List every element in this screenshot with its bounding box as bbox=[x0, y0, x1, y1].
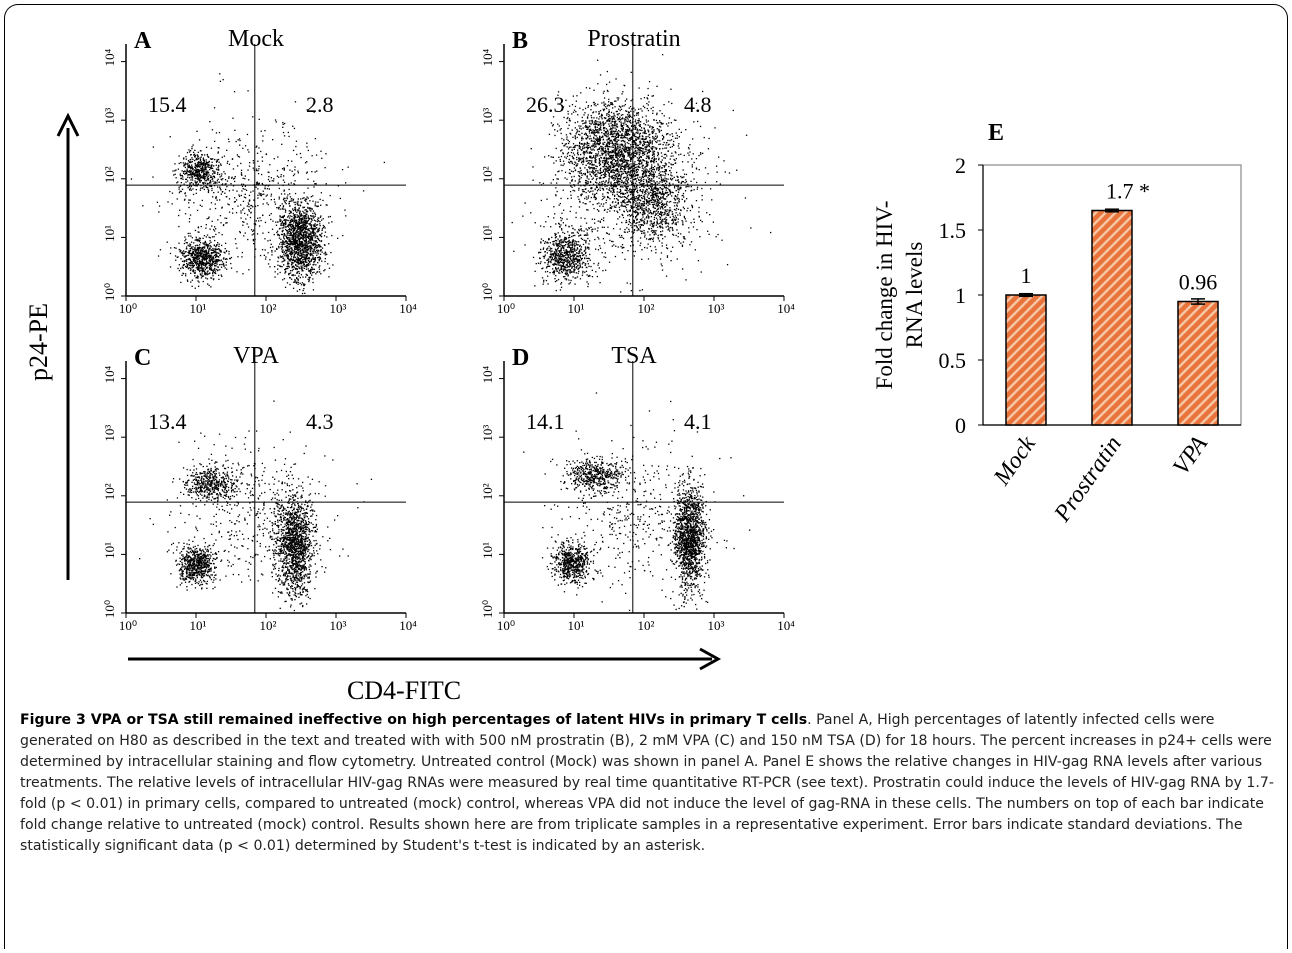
bar-data-label: 1 bbox=[1021, 263, 1032, 288]
x-axis-label: CD4-FITC bbox=[347, 676, 461, 700]
y-tick-label: 10⁰ bbox=[102, 283, 117, 301]
bar-data-label: 1.7 * bbox=[1106, 179, 1150, 204]
bar-y-tick-label: 1.5 bbox=[939, 218, 967, 243]
panel-title: Prostratin bbox=[587, 26, 680, 52]
x-tick-label: 10⁰ bbox=[497, 301, 515, 316]
y-tick-label: 10³ bbox=[480, 108, 495, 125]
upper-left-percent: 14.1 bbox=[526, 409, 565, 434]
x-tick-label: 10³ bbox=[708, 301, 725, 316]
upper-left-percent: 15.4 bbox=[148, 92, 187, 117]
x-tick-label: 10² bbox=[638, 301, 655, 316]
flow-panel-a: 10⁰ 10¹ 10² 10³ 10⁴ 10⁰ 10¹ 10² 10³ 10⁴ A Mock 15.4 2… bbox=[102, 26, 417, 316]
x-tick-label: 10⁴ bbox=[399, 301, 417, 316]
y-tick-label: 10⁴ bbox=[102, 365, 117, 383]
upper-right-percent: 4.8 bbox=[684, 92, 712, 117]
y-tick-label: 10² bbox=[102, 483, 117, 500]
figure-caption: Figure 3 VPA or TSA still remained ineff… bbox=[20, 710, 1280, 857]
panel-letter: D bbox=[512, 345, 529, 371]
x-tick-label: 10² bbox=[638, 618, 655, 633]
bar-y-axis-label: Fold change in HIV- bbox=[872, 201, 897, 390]
x-tick-label: 10³ bbox=[330, 301, 347, 316]
x-tick-label: 10¹ bbox=[190, 301, 207, 316]
x-tick-label: 10⁰ bbox=[119, 618, 137, 633]
caption-title: Figure 3 VPA or TSA still remained ineff… bbox=[20, 712, 808, 728]
flow-panel-c: 10⁰ 10¹ 10² 10³ 10⁴ 10⁰ 10¹ 10² 10³ 10⁴ C VPA 13.4 4.… bbox=[102, 343, 417, 633]
bar-vpa bbox=[1177, 300, 1219, 426]
panel-title: TSA bbox=[611, 343, 657, 369]
x-tick-label: 10³ bbox=[708, 618, 725, 633]
scatter-dots bbox=[139, 400, 373, 612]
y-tick-label: 10⁰ bbox=[480, 600, 495, 618]
x-tick-label: 10² bbox=[260, 618, 277, 633]
y-tick-label: 10⁰ bbox=[480, 283, 495, 301]
y-tick-label: 10² bbox=[480, 483, 495, 500]
panel-letter: A bbox=[134, 28, 152, 54]
x-tick-label: 10⁴ bbox=[777, 618, 795, 633]
y-axis-arrow bbox=[56, 112, 80, 580]
y-tick-label: 10² bbox=[480, 166, 495, 183]
x-tick-label: 10¹ bbox=[568, 618, 585, 633]
y-tick-label: 10³ bbox=[102, 108, 117, 125]
bar-y-axis-label-line2: RNA levels bbox=[902, 242, 927, 349]
figure-canvas: p24-PE CD4-FITC 10⁰ 10¹ 10² 10³ 10⁴ 10⁰ 10¹ 10²… bbox=[24, 26, 1242, 700]
scatter-dots bbox=[523, 392, 751, 612]
panel-title: VPA bbox=[233, 343, 279, 369]
y-axis-label: p24-PE bbox=[24, 303, 53, 381]
panel-letter-e: E bbox=[988, 120, 1004, 146]
x-tick-label: 10² bbox=[260, 301, 277, 316]
bar-y-tick-label: 0 bbox=[955, 413, 966, 438]
bar-category-label: Prostratin bbox=[1049, 432, 1127, 528]
upper-left-percent: 13.4 bbox=[148, 409, 187, 434]
bar-data-label: 0.96 bbox=[1179, 270, 1218, 295]
flow-panel-d: 10⁰ 10¹ 10² 10³ 10⁴ 10⁰ 10¹ 10² 10³ 10⁴ D TSA 14.1 4.… bbox=[480, 343, 795, 633]
figure-frame bbox=[4, 4, 1288, 949]
x-tick-label: 10¹ bbox=[568, 301, 585, 316]
y-tick-label: 10³ bbox=[102, 425, 117, 442]
y-tick-label: 10⁴ bbox=[102, 48, 117, 66]
bar-y-tick-label: 2 bbox=[955, 153, 966, 178]
panel-letter: B bbox=[512, 28, 528, 54]
x-tick-label: 10³ bbox=[330, 618, 347, 633]
caption-text: . Panel A, High percentages of latently … bbox=[20, 712, 1274, 854]
x-tick-label: 10⁴ bbox=[777, 301, 795, 316]
y-tick-label: 10⁰ bbox=[102, 600, 117, 618]
bar-y-tick-label: 1 bbox=[955, 283, 966, 308]
y-tick-label: 10¹ bbox=[102, 542, 117, 559]
bar-y-tick-label: 0.5 bbox=[939, 348, 967, 373]
upper-right-percent: 2.8 bbox=[306, 92, 334, 117]
x-tick-label: 10⁰ bbox=[497, 618, 515, 633]
x-tick-label: 10⁴ bbox=[399, 618, 417, 633]
bar-mock bbox=[1005, 294, 1047, 426]
bar-prostratin bbox=[1091, 209, 1133, 426]
upper-right-percent: 4.3 bbox=[306, 409, 334, 434]
scatter-dots bbox=[130, 73, 385, 295]
y-tick-label: 10³ bbox=[480, 425, 495, 442]
panel-letter: C bbox=[134, 345, 151, 371]
panel-title: Mock bbox=[228, 26, 284, 52]
flow-panel-b: 10⁰ 10¹ 10² 10³ 10⁴ 10⁰ 10¹ 10² 10³ 10⁴ B Prostrati… bbox=[480, 26, 795, 316]
y-tick-label: 10¹ bbox=[102, 225, 117, 242]
upper-right-percent: 4.1 bbox=[684, 409, 712, 434]
upper-left-percent: 26.3 bbox=[526, 92, 565, 117]
bar-category-label: Mock bbox=[988, 431, 1041, 491]
scatter-dots bbox=[511, 54, 772, 293]
y-tick-label: 10¹ bbox=[480, 542, 495, 559]
bar-category-label: VPA bbox=[1168, 431, 1213, 480]
y-tick-label: 10⁴ bbox=[480, 48, 495, 66]
y-tick-label: 10² bbox=[102, 166, 117, 183]
x-tick-label: 10⁰ bbox=[119, 301, 137, 316]
y-tick-label: 10⁴ bbox=[480, 365, 495, 383]
x-tick-label: 10¹ bbox=[190, 618, 207, 633]
y-tick-label: 10¹ bbox=[480, 225, 495, 242]
x-axis-arrow bbox=[128, 647, 722, 671]
